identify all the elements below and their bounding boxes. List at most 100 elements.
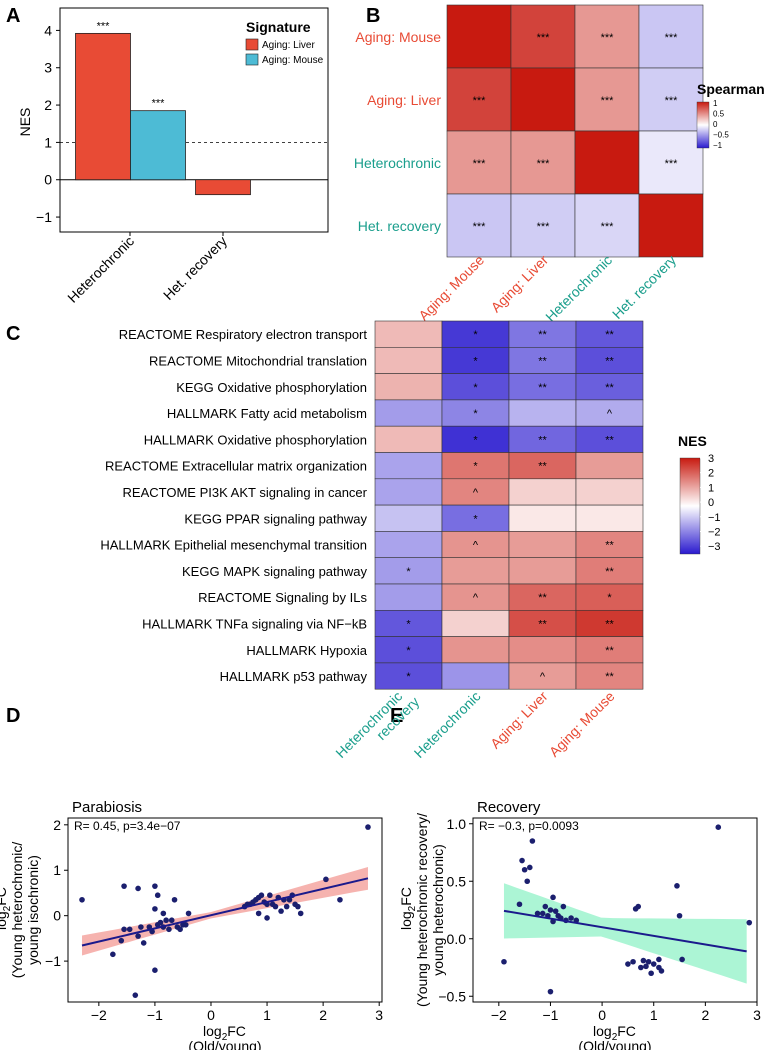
scatter-point-d [255, 910, 262, 917]
x-axis-label-e: log2FC [593, 1023, 636, 1043]
heatmap-cell-c [575, 504, 644, 532]
colorbar-tick-b: 0 [713, 120, 718, 129]
heatmap-cell-b [574, 67, 640, 132]
scatter-point-d [157, 919, 164, 926]
panel-letter-e: E [390, 705, 403, 727]
regression-line-d [81, 877, 369, 947]
scatter-point-d [297, 910, 304, 917]
heatmap-star-c: ** [605, 618, 614, 630]
scatter-point-e [630, 958, 636, 965]
y-label-main: log2FC [398, 887, 418, 930]
heatmap-star-c: ** [605, 671, 614, 683]
scatter-point-d [152, 883, 158, 889]
heatmap-cell-c [508, 399, 577, 427]
heatmap-cell-b [446, 193, 512, 258]
heatmap-star-c: ** [538, 592, 547, 604]
pathway-label: REACTOME Mitochondrial translation [149, 353, 367, 368]
heatmap-cell-c [374, 583, 443, 611]
x-tick-label-e: 0 [598, 1007, 606, 1023]
heatmap-cell-c [575, 583, 644, 611]
heatmap-cell-b [510, 67, 576, 132]
colorbar-tick-c: 2 [708, 468, 714, 480]
scatter-point-d [258, 892, 265, 899]
x-axis-sublabel-d: (Old/young) [188, 1038, 261, 1050]
y-tick-label-a: 2 [44, 97, 52, 113]
scatter-point-d [118, 937, 125, 944]
col-label-line-c: Aging: Mouse [546, 688, 618, 760]
col-label-c: Aging: Mouse [546, 688, 618, 760]
scatter-point-e [640, 957, 647, 964]
bar-aging-liver [195, 179, 251, 196]
col-label-c: Heterochronic [411, 688, 484, 761]
heatmap-cell-c [374, 531, 443, 559]
heatmap-cell-c [374, 504, 443, 532]
y-axis-label-d: log2FC (Young heterochronic/young isochro… [0, 842, 41, 979]
scatter-point-e [542, 903, 549, 910]
heatmap-cell-c [575, 478, 644, 506]
scatter-point-d [152, 967, 158, 973]
x-category-label-a: Het. recovery [160, 233, 230, 303]
col-label-b: Aging: Liver [488, 252, 552, 316]
x-label-part: FC [617, 1023, 636, 1039]
scatter-point-d [283, 903, 290, 910]
pathway-label: REACTOME Extracellular matrix organizati… [105, 459, 367, 474]
scatter-point-d [171, 896, 178, 903]
x-label-part: log [593, 1023, 612, 1039]
heatmap-star-c: * [473, 461, 478, 473]
col-label-b: Het. recovery [609, 252, 679, 322]
scatter-point-e [519, 857, 525, 864]
y-label-sub: 2 [2, 905, 13, 911]
y-label-part: log [0, 911, 9, 930]
scatter-point-e [516, 901, 523, 908]
y-label-part: FC [398, 887, 414, 906]
pathway-label: HALLMARK Epithelial mesenchymal transiti… [100, 538, 367, 553]
heatmap-cell-c [374, 636, 443, 664]
heatmap-cell-c [441, 609, 510, 637]
y-label-main: log2FC [0, 887, 13, 930]
heatmap-cell-b [638, 67, 704, 132]
heatmap-cell-c [441, 320, 510, 348]
scatter-point-e [501, 958, 507, 965]
bar-aging-mouse [130, 110, 186, 181]
heatmap-star-c: ^ [473, 487, 479, 499]
heatmap-cell-c [374, 609, 443, 637]
heatmap-star-c: * [406, 618, 411, 630]
y-tick-label-a: −1 [36, 209, 52, 225]
scatter-point-d [121, 883, 127, 889]
heatmap-cell-c [374, 425, 443, 453]
scatter-point-e [521, 866, 528, 873]
x-category-label-a: Heterochronic [64, 233, 137, 306]
scatter-point-d [177, 926, 183, 933]
scatter-point-e [524, 878, 531, 885]
heatmap-cell-c [575, 662, 644, 690]
y-axis-label-a: NES [17, 108, 33, 137]
heatmap-cell-b [510, 193, 576, 258]
heatmap-star-b: *** [473, 221, 487, 233]
scatter-point-e [552, 908, 559, 914]
scatter-point-d [166, 926, 172, 933]
scatter-point-e [746, 919, 753, 926]
heatmap-star-b: *** [473, 95, 487, 107]
bar-aging-liver [75, 32, 131, 181]
colorbar-tick-c: 3 [708, 453, 714, 465]
heatmap-cell-c [508, 557, 577, 585]
heatmap-cell-c [374, 662, 443, 690]
heatmap-cell-c [508, 373, 577, 401]
y-tick-label-d: −1 [45, 953, 61, 969]
legend-swatch-a [245, 53, 259, 66]
x-tick-label-e: 1 [650, 1007, 658, 1023]
pathway-label: KEGG PPAR signaling pathway [184, 511, 367, 526]
heatmap-star-c: ** [538, 618, 547, 630]
pathway-label: KEGG MAPK signaling pathway [182, 564, 367, 579]
heatmap-cell-c [508, 478, 577, 506]
x-label-part: FC [227, 1023, 246, 1039]
colorbar-tick-b: −1 [713, 141, 723, 150]
scatter-point-d [163, 917, 169, 924]
scatter-point-e [560, 903, 567, 910]
row-label-b: Heterochronic [354, 155, 441, 171]
heatmap-star-c: ** [605, 382, 614, 394]
heatmap-cell-b [446, 130, 512, 195]
heatmap-cell-c [374, 373, 443, 401]
y-label-line: young isochronic) [25, 855, 41, 965]
